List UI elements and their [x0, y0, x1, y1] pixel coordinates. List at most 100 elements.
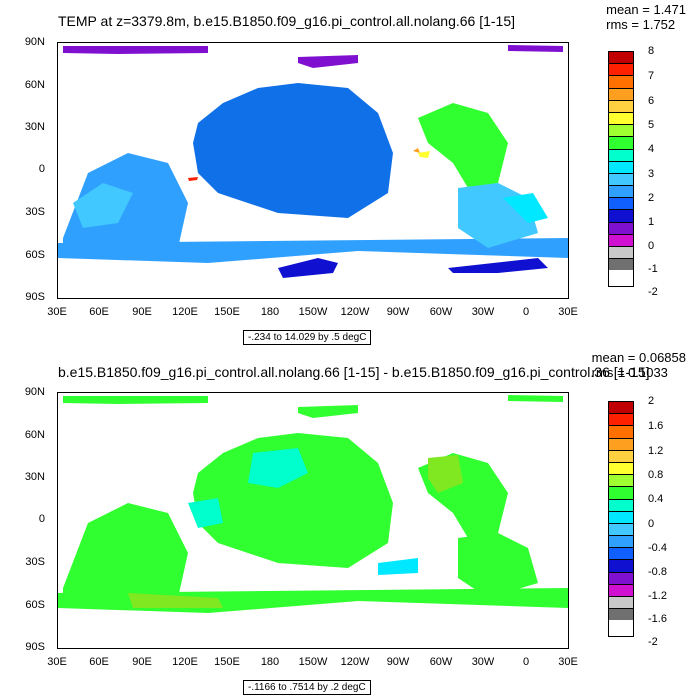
- colorbar-cell: [608, 486, 634, 499]
- pacific-region: [193, 433, 393, 568]
- colorbar-cell: [608, 233, 634, 246]
- colorbar-cell: [608, 608, 634, 621]
- lon-label: 150E: [214, 306, 240, 318]
- colorbar-cell: [608, 510, 634, 523]
- colorbar-cell: [608, 571, 634, 584]
- lon-label: 120W: [340, 656, 370, 668]
- lon-label: 120E: [172, 306, 198, 318]
- map-plot-difference: [57, 392, 569, 649]
- lat-label: 0: [38, 513, 45, 525]
- colorbar-label: 2: [648, 395, 655, 407]
- colorbar-label: 1.6: [648, 420, 664, 432]
- lat-label: 30N: [24, 471, 45, 483]
- colorbar-label: 4: [648, 143, 655, 155]
- pacific-region: [193, 83, 393, 218]
- lat-label: 60S: [25, 249, 45, 261]
- colorbar-cell: [608, 221, 634, 234]
- rms-value: rms = 1.752: [606, 17, 676, 32]
- colorbar-cell: [608, 136, 634, 149]
- lat-label: 60N: [24, 79, 45, 91]
- lon-label: 60W: [429, 306, 453, 318]
- stats-block: mean = 0.06858 rms = 0.1033: [592, 350, 686, 380]
- colorbar-label: 8: [648, 45, 655, 57]
- atlantic-region: [503, 193, 548, 223]
- arctic-region: [508, 45, 563, 52]
- colorbar-cell: [608, 99, 634, 112]
- colorbar-label: -1: [648, 263, 658, 275]
- lat-label: 60S: [25, 599, 45, 611]
- lat-label: 30S: [25, 556, 45, 568]
- lon-label: 30W: [471, 656, 495, 668]
- colorbar-cell: [608, 425, 634, 438]
- lon-label: 0: [522, 656, 530, 668]
- colorbar-cell: [608, 246, 634, 259]
- contour-range-label: -.1166 to .7514 by .2 degC: [243, 680, 371, 695]
- colorbar-label: -0.8: [648, 566, 667, 578]
- colorbar-label: 0.8: [648, 469, 664, 481]
- hot-spot: [413, 148, 420, 153]
- lat-label: 60N: [24, 429, 45, 441]
- lon-label: 30E: [47, 656, 67, 668]
- lon-label: 60E: [89, 306, 109, 318]
- colorbar-cell: [608, 401, 634, 414]
- panel-temperature: TEMP at z=3379.8m, b.e15.B1850.f09_g16.p…: [24, 2, 686, 345]
- colorbar-cell: [608, 596, 634, 609]
- lon-label: 90W: [386, 656, 410, 668]
- lon-label: 180: [260, 656, 280, 668]
- colorbar: [608, 51, 634, 271]
- map-plot-temperature: [57, 42, 569, 299]
- deep-water-region: [448, 258, 548, 273]
- colorbar-cell: [608, 522, 634, 536]
- colorbar-cell: [608, 559, 634, 572]
- warm-region: [428, 455, 463, 493]
- rms-value: rms = 0.1033: [591, 365, 668, 380]
- colorbar-cell: [608, 87, 634, 100]
- colorbar-cell: [608, 413, 634, 426]
- lat-label: 30N: [24, 121, 45, 133]
- deep-water-region: [278, 258, 338, 278]
- mean-value: mean = 1.471: [606, 2, 686, 17]
- lon-label: 60E: [89, 656, 109, 668]
- colorbar-cell: [608, 258, 634, 271]
- panel-title: b.e15.B1850.f09_g16.pi_control.all.nolan…: [58, 364, 650, 380]
- lat-label: 90N: [24, 36, 45, 48]
- colorbar-cell: [608, 209, 634, 222]
- colorbar-label: 0: [648, 240, 655, 252]
- stats-block: mean = 1.471 rms = 1.752: [606, 2, 686, 32]
- colorbar-cell: [608, 498, 634, 511]
- lon-label: 60W: [429, 656, 453, 668]
- hot-spot: [188, 177, 198, 181]
- warm-region: [128, 593, 223, 608]
- lon-label: 180: [260, 306, 280, 318]
- lon-label: 120E: [172, 656, 198, 668]
- lon-label: 150W: [298, 656, 328, 668]
- lon-label: 120W: [340, 306, 370, 318]
- lon-label: 30E: [558, 656, 578, 668]
- lon-label: 150E: [214, 656, 240, 668]
- colorbar-cell: [608, 148, 634, 161]
- colorbar-label: -1.6: [648, 613, 667, 625]
- colorbar-cell: [608, 535, 634, 548]
- colorbar-label: 6: [648, 95, 655, 107]
- colorbar-cell: [608, 75, 634, 88]
- lon-label: 90E: [132, 656, 152, 668]
- cool-region: [248, 448, 308, 488]
- arctic-region: [63, 46, 208, 54]
- lat-label: 90S: [25, 641, 45, 653]
- colorbar-label: 1: [648, 216, 655, 228]
- mean-value: mean = 0.06858: [591, 350, 686, 365]
- lat-label: 0: [38, 163, 45, 175]
- lat-label: 90N: [24, 386, 45, 398]
- colorbar-cell: [608, 111, 634, 125]
- colorbar-label: 0.4: [648, 493, 664, 505]
- lat-label: 90S: [25, 291, 45, 303]
- colorbar-cell: [608, 124, 634, 137]
- colorbar-cell: [608, 583, 634, 596]
- hot-spot: [418, 151, 430, 158]
- lon-label: 90W: [386, 306, 410, 318]
- colorbar: [608, 401, 634, 621]
- lon-label: 30E: [47, 306, 67, 318]
- lon-label: 30E: [558, 306, 578, 318]
- atlantic-region: [418, 103, 508, 188]
- colorbar-label: -1.2: [648, 590, 667, 602]
